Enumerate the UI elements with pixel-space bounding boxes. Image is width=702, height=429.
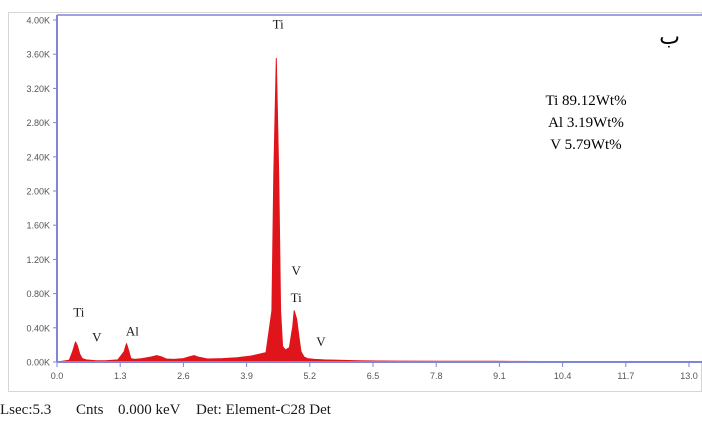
composition-v: V 5.79Wt%: [550, 137, 621, 153]
composition-ti: Ti 89.12Wt%: [545, 93, 626, 109]
lsec-readout: Lsec:5.3: [0, 402, 52, 418]
y-tick-label: 4.00K: [26, 16, 50, 26]
y-tick-label: 3.20K: [26, 84, 50, 94]
x-tick-label: 6.5: [367, 371, 380, 381]
x-tick-label: 13.0: [680, 371, 698, 381]
peak-label-v: V: [92, 329, 102, 344]
spectrum-layer: [56, 58, 690, 363]
x-tick-label: 3.9: [240, 371, 253, 381]
x-tick-label: 9.1: [493, 371, 506, 381]
x-tick-label: 1.3: [114, 371, 127, 381]
peak-label-al: Al: [126, 323, 139, 338]
peak-label-v: V: [291, 263, 301, 278]
x-tick-label: 10.4: [554, 371, 572, 381]
x-tick-label: 0.0: [51, 371, 64, 381]
y-tick-label: 0.00K: [26, 358, 50, 368]
x-tick-label: 5.2: [304, 371, 317, 381]
detector-readout: Det: Element-C28 Det: [196, 402, 331, 418]
status-footer: Lsec:5.3 Cnts 0.000 keV Det: Element-C28…: [0, 400, 702, 424]
peak-label-ti: Ti: [273, 17, 284, 32]
x-tick-label: 7.8: [430, 371, 443, 381]
cnts-label: Cnts: [76, 402, 104, 418]
x-tick-label: 2.6: [177, 371, 190, 381]
plot-area: [57, 15, 702, 362]
y-tick-label: 2.40K: [26, 152, 50, 162]
y-tick-label: 2.80K: [26, 118, 50, 128]
spectrum-area: [56, 58, 690, 363]
peak-label-v: V: [316, 334, 326, 349]
y-tick-label: 3.60K: [26, 50, 50, 60]
panel-label: ب: [659, 25, 680, 50]
y-tick-label: 0.80K: [26, 289, 50, 299]
peak-labels: Ti V Al Ti V Ti V: [73, 17, 326, 349]
kev-readout: 0.000 keV: [118, 402, 181, 418]
peak-label-ti: Ti: [73, 305, 84, 320]
y-tick-label: 0.40K: [26, 323, 50, 333]
y-ticks: 0.00K 0.40K 0.80K 1.20K 1.60K 2.00K 2.40K 2.80K…: [26, 16, 57, 368]
x-tick-label: 11.7: [617, 371, 634, 381]
y-tick-label: 1.60K: [26, 221, 50, 231]
y-tick-label: 1.20K: [26, 255, 50, 265]
composition-al: Al 3.19Wt%: [548, 115, 624, 131]
x-ticks: 0.0 1.3 2.6 3.9 5.2 6.5 7.8 9.1 10.4 11.7 13.0: [51, 362, 698, 381]
peak-label-ti: Ti: [291, 290, 302, 305]
y-tick-label: 2.00K: [26, 187, 50, 197]
